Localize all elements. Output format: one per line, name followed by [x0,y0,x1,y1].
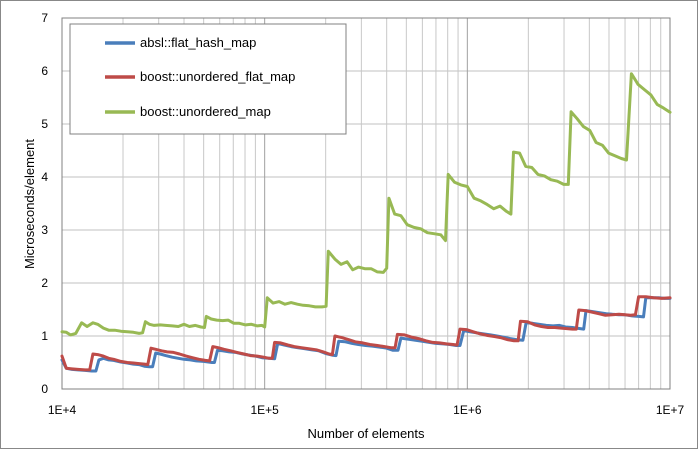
y-tick-label: 6 [41,64,48,78]
legend-label-boost-unordered: boost::unordered_map [140,104,271,119]
x-tick-label: 1E+6 [453,403,482,417]
legend: absl::flat_hash_map boost::unordered_fla… [69,23,347,135]
x-tick-label: 1E+7 [656,403,685,417]
series-lines [60,72,672,373]
x-tick-label: 1E+5 [250,403,279,417]
x-tick-labels: 1E+4 1E+5 1E+6 1E+7 [48,403,685,417]
y-tick-label: 7 [41,11,48,25]
plot-area-border [61,17,671,390]
x-tick-label: 1E+4 [48,403,77,417]
legend-label-boost-flat: boost::unordered_flat_map [140,69,295,84]
series-line-0 [60,296,672,373]
y-axis-title: Microseconds/element [22,139,37,269]
series-line-2 [60,72,672,337]
y-tick-label: 2 [41,276,48,290]
legend-label-absl: absl::flat_hash_map [140,35,256,50]
series-line-1 [60,295,672,372]
y-tick-label: 3 [41,223,48,237]
y-tick-label: 5 [41,117,48,131]
y-tick-label: 0 [41,382,48,396]
y-tick-label: 4 [41,170,48,184]
x-axis-title: Number of elements [307,426,425,441]
y-tick-label: 1 [41,329,48,343]
y-tick-labels: 0 1 2 3 4 5 6 7 [41,11,48,396]
